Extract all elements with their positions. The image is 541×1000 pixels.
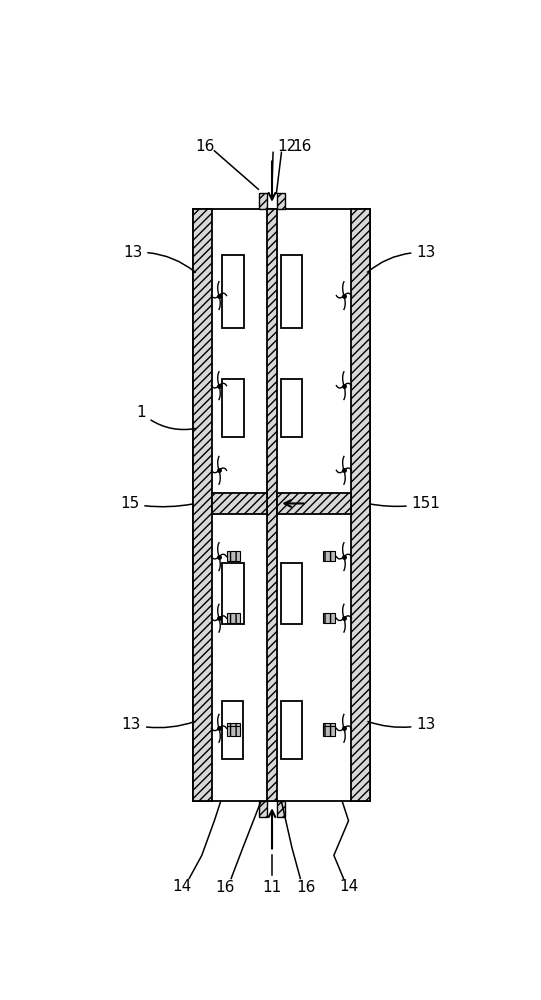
Text: 1: 1 <box>136 405 196 430</box>
Text: 13: 13 <box>123 245 195 272</box>
Bar <box>278 493 351 514</box>
Bar <box>322 613 335 623</box>
Bar <box>322 723 335 733</box>
Text: 13: 13 <box>122 717 195 732</box>
Bar <box>194 209 370 801</box>
Bar <box>322 726 335 736</box>
Text: 15: 15 <box>120 496 193 511</box>
Bar <box>227 613 240 623</box>
Bar <box>281 563 302 624</box>
Text: 16: 16 <box>215 880 235 895</box>
Text: 151: 151 <box>370 496 440 511</box>
Text: 16: 16 <box>292 139 311 154</box>
Bar <box>227 551 240 561</box>
Text: 11: 11 <box>262 880 282 895</box>
Text: 16: 16 <box>296 880 315 895</box>
Text: 13: 13 <box>368 717 436 732</box>
Bar <box>227 723 240 733</box>
Text: 14: 14 <box>172 879 192 894</box>
Text: 13: 13 <box>367 245 436 272</box>
Bar <box>212 493 267 514</box>
Bar <box>322 551 335 561</box>
Bar <box>222 255 243 328</box>
Bar <box>281 701 301 759</box>
Bar <box>281 255 302 328</box>
Bar <box>194 209 212 801</box>
Bar <box>351 209 370 801</box>
Text: 16: 16 <box>195 139 215 154</box>
Text: 12: 12 <box>278 139 296 154</box>
Bar <box>222 379 243 437</box>
Bar <box>222 701 243 759</box>
Bar <box>281 379 302 437</box>
Bar <box>222 563 243 624</box>
Bar <box>227 726 240 736</box>
Bar <box>267 209 277 801</box>
Bar <box>259 193 267 209</box>
Text: 14: 14 <box>340 879 359 894</box>
Bar <box>259 801 267 817</box>
Bar <box>278 801 285 817</box>
Bar <box>278 193 285 209</box>
